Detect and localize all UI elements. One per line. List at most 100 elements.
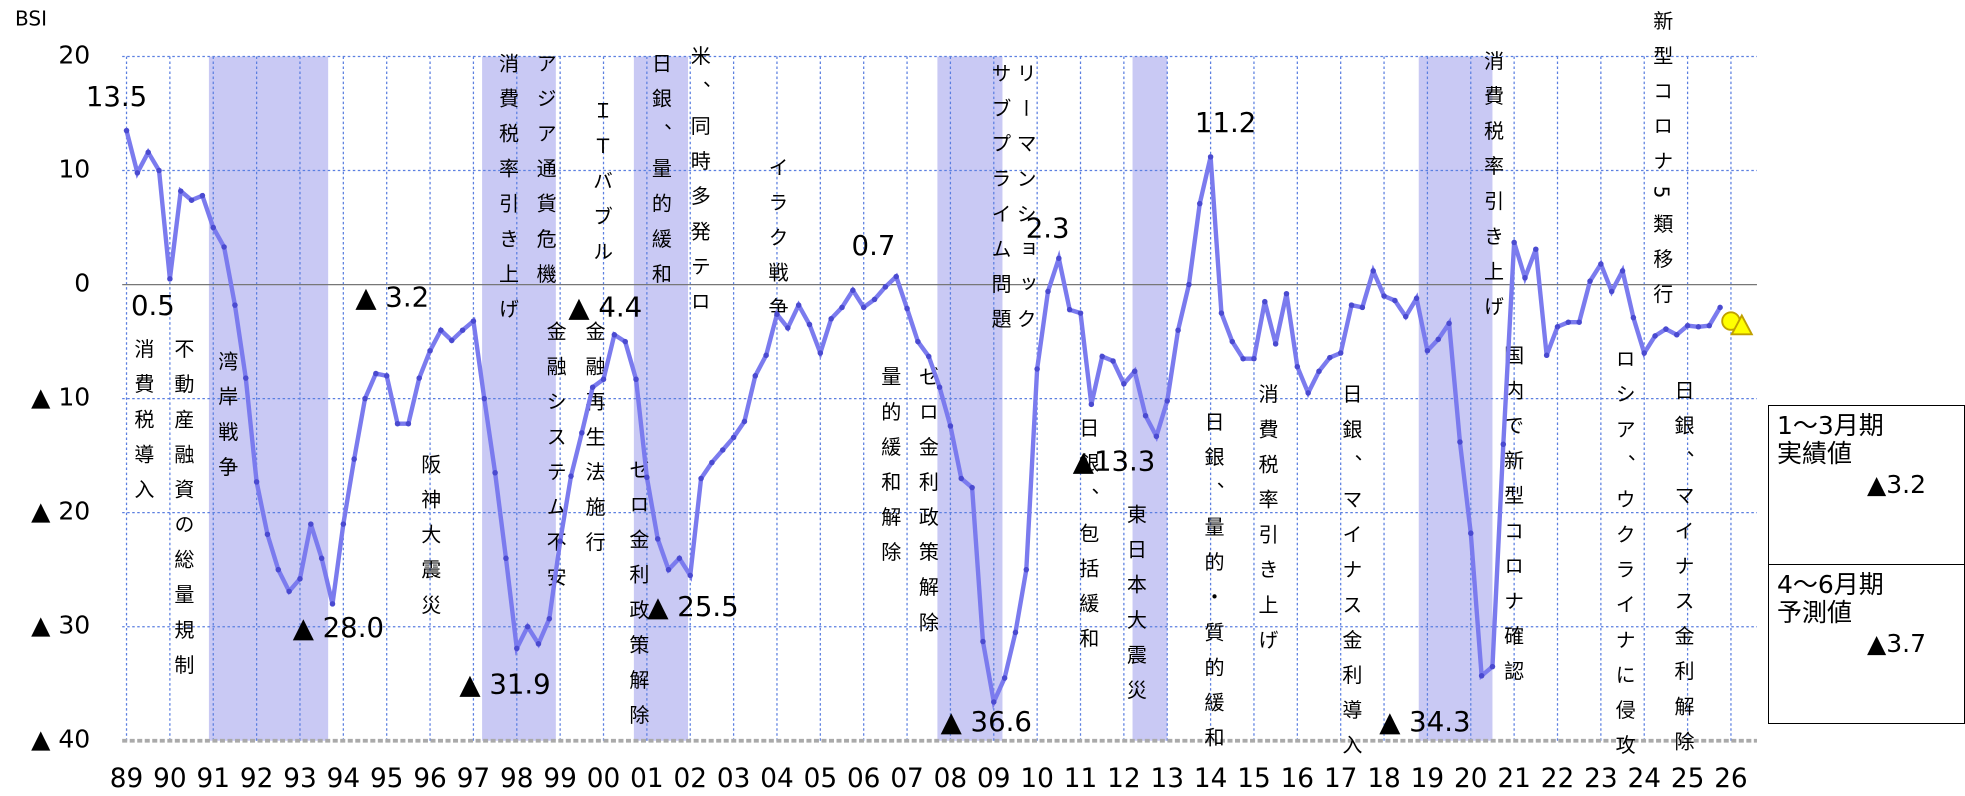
value-label: ▲ 25.5 xyxy=(647,590,738,623)
x-tick-label: 00 xyxy=(587,764,620,794)
point xyxy=(1533,246,1539,252)
x-tick-label: 02 xyxy=(674,764,707,794)
point xyxy=(1196,200,1203,207)
point xyxy=(1598,261,1604,267)
value-label: ▲13.3 xyxy=(1073,445,1156,478)
point xyxy=(275,566,282,573)
point xyxy=(1413,295,1420,302)
point xyxy=(1262,298,1268,305)
point xyxy=(1370,268,1376,274)
x-tick-label: 13 xyxy=(1150,764,1183,794)
point xyxy=(503,555,509,562)
point xyxy=(568,473,574,479)
annotation: ＩＴバブル xyxy=(590,100,614,275)
y-tick-label: ▲ 20 xyxy=(31,497,90,526)
point xyxy=(980,638,986,645)
point xyxy=(134,170,141,176)
annotation: 米、同時多発テロ xyxy=(687,45,711,326)
point xyxy=(1186,281,1192,288)
point xyxy=(1359,304,1366,311)
point xyxy=(1652,333,1658,339)
point xyxy=(1164,398,1170,404)
point xyxy=(1478,672,1485,679)
value-label: ▲ 34.3 xyxy=(1379,705,1470,738)
point xyxy=(1587,278,1593,284)
point xyxy=(1121,381,1127,387)
point xyxy=(839,304,845,311)
point xyxy=(720,447,726,453)
point xyxy=(915,338,921,345)
point xyxy=(947,423,954,429)
point xyxy=(1489,663,1496,670)
point xyxy=(1153,433,1160,440)
annotation: 日銀、量的緩和 xyxy=(648,53,672,299)
y-tick-label: ▲ 30 xyxy=(31,611,90,640)
point xyxy=(752,373,759,379)
point xyxy=(1554,324,1561,330)
value-label: 13.5 xyxy=(86,80,147,113)
x-tick-label: 25 xyxy=(1671,764,1704,794)
point xyxy=(795,302,802,308)
point xyxy=(459,327,466,333)
point xyxy=(1251,355,1257,362)
point xyxy=(698,475,704,482)
x-tick-label: 92 xyxy=(240,764,273,794)
x-tick-label: 15 xyxy=(1237,764,1270,794)
point xyxy=(1402,313,1409,320)
box-value: ▲3.2 xyxy=(1867,470,1926,499)
x-tick-label: 23 xyxy=(1584,764,1617,794)
box-subtitle: 予測値 xyxy=(1777,597,1853,627)
point xyxy=(904,305,910,312)
x-tick-label: 96 xyxy=(413,764,446,794)
point xyxy=(589,384,596,390)
x-tick-label: 16 xyxy=(1281,764,1314,794)
x-tick-label: 20 xyxy=(1454,764,1487,794)
point xyxy=(308,521,314,527)
point xyxy=(579,430,585,436)
annotation: 不動産融資の総量規制 xyxy=(171,338,195,689)
point xyxy=(1673,332,1680,338)
point xyxy=(665,566,672,573)
annotation: 日銀、マイナス金利導入 xyxy=(1339,384,1363,770)
annotation: 日銀、量的・質的緩和 xyxy=(1201,411,1225,762)
point xyxy=(383,373,390,379)
x-tick-label: 24 xyxy=(1627,764,1660,794)
point xyxy=(991,699,997,705)
annotation: 金融再生法施行 xyxy=(582,321,606,567)
x-tick-label: 12 xyxy=(1107,764,1140,794)
point xyxy=(1424,347,1431,354)
value-label: 0.7 xyxy=(852,229,896,262)
point xyxy=(1207,154,1214,160)
x-tick-label: 09 xyxy=(977,764,1010,794)
point xyxy=(676,555,683,562)
point xyxy=(1619,268,1626,274)
annotation: 消費税率引き上げ xyxy=(1481,50,1505,331)
point xyxy=(1630,314,1637,321)
point xyxy=(1511,239,1517,246)
annotation: 国内で新型コロナ確認 xyxy=(1501,345,1525,696)
y-tick-label: 10 xyxy=(58,155,90,184)
point xyxy=(535,641,542,647)
point xyxy=(1229,338,1236,345)
point xyxy=(741,418,748,425)
point xyxy=(1023,566,1030,573)
point xyxy=(622,338,628,345)
value-label: ▲ 3.2 xyxy=(355,280,429,313)
point xyxy=(351,456,357,462)
x-tick-label: 89 xyxy=(110,764,143,794)
x-tick-label: 91 xyxy=(197,764,230,794)
point xyxy=(1337,350,1344,356)
x-tick-label: 01 xyxy=(630,764,663,794)
side-box: 4～6月期 予測値 ▲3.7 xyxy=(1768,564,1965,724)
x-tick-label: 14 xyxy=(1194,764,1227,794)
point xyxy=(373,370,379,377)
point xyxy=(438,327,444,333)
point xyxy=(1392,297,1398,304)
annotation: 日銀、マイナス金利解除 xyxy=(1671,380,1695,766)
point xyxy=(1175,327,1181,333)
annotation: 消費税率引き上げ xyxy=(496,52,520,333)
point xyxy=(470,318,477,324)
point xyxy=(1381,293,1387,299)
point xyxy=(1468,530,1474,536)
annotation: 湾岸戦争 xyxy=(215,351,239,492)
